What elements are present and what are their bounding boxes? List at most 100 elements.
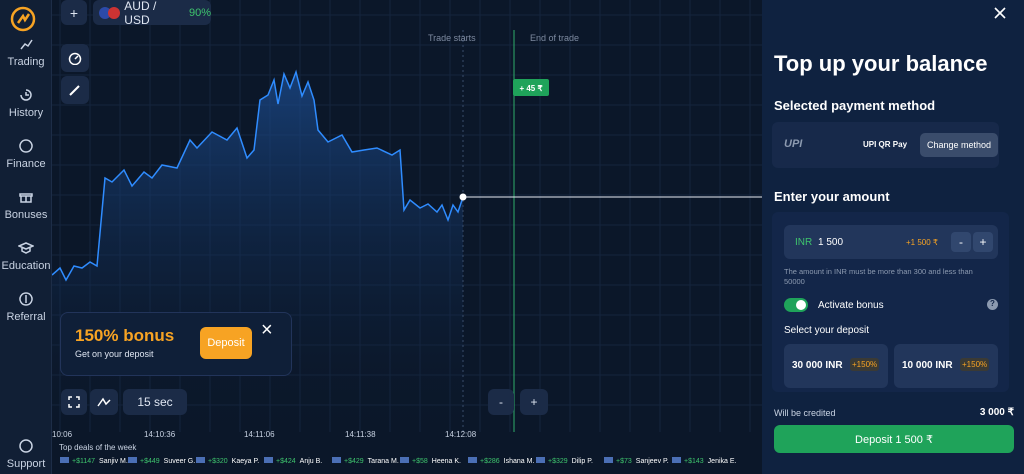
speed-tool[interactable] xyxy=(61,44,89,72)
payout: 90% xyxy=(188,6,211,19)
deal-amount: +$1147 xyxy=(72,458,96,465)
deal[interactable]: +$286 Ishana M. xyxy=(468,457,534,465)
nav-icon xyxy=(18,242,34,254)
time-label: 10:06 xyxy=(52,430,73,439)
deal[interactable]: +$424 Anju B. xyxy=(264,457,322,465)
deal-flag xyxy=(536,457,545,463)
bonus-close[interactable]: × xyxy=(261,319,273,341)
select-deposit: Select your deposit xyxy=(784,325,870,336)
time-label: 14:12:08 xyxy=(445,430,477,439)
deposit-button[interactable]: Deposit 1 500 ₹ xyxy=(774,425,1014,453)
nav-item[interactable]: Bonuses xyxy=(0,189,52,221)
deal[interactable]: +$143 Jenika E. xyxy=(672,457,736,465)
nav-label: Support xyxy=(6,458,46,470)
deal-name: Sanjiv M. xyxy=(99,458,128,465)
nav-item[interactable]: Support xyxy=(0,438,52,470)
deal-amount: +$320 xyxy=(208,458,228,465)
trade-starts: Trade starts xyxy=(428,33,476,43)
deal-flag xyxy=(604,457,613,463)
icon-path xyxy=(20,89,32,101)
nav-icon xyxy=(19,292,33,306)
deal-amount: +$286 xyxy=(480,458,500,465)
amount-card: INR 1 500 +1 500 ₹ - + The amount in INR… xyxy=(772,212,1009,392)
amount-plus[interactable]: + xyxy=(973,232,993,252)
deal[interactable]: +$58 Heena K. xyxy=(400,457,461,465)
deal-flag xyxy=(264,457,273,463)
deal-amount: +$429 xyxy=(344,458,364,465)
amount: 1 500 xyxy=(818,237,844,248)
option-bonus: +150% xyxy=(850,358,880,371)
zoom-in[interactable]: + xyxy=(520,389,548,415)
nav-item[interactable]: Referral xyxy=(0,291,52,323)
icon-path xyxy=(19,193,33,203)
method-heading: Selected payment method xyxy=(774,98,936,113)
option-amount: 30 000 INR xyxy=(792,360,843,371)
deal-flag xyxy=(332,457,341,463)
deposit-option[interactable]: 30 000 INR +150% xyxy=(784,344,888,388)
chart-type[interactable] xyxy=(90,389,118,415)
profit-badge xyxy=(513,79,549,96)
draw-tool[interactable] xyxy=(61,76,89,104)
add-asset[interactable]: + xyxy=(61,0,87,25)
deal-flag xyxy=(672,457,681,463)
deal[interactable]: +$429 Tarana M. xyxy=(332,457,399,465)
price-line xyxy=(52,69,464,282)
chart-area: Trade starts End of trade + 45 ₹ 10:06 14… xyxy=(52,0,762,445)
option-bonus: +150% xyxy=(960,358,990,371)
panel-title: Top up your balance xyxy=(774,51,988,76)
nav-icon xyxy=(20,89,32,101)
change-method[interactable]: Change method xyxy=(920,133,998,157)
bonus-title: 150% bonus xyxy=(75,326,175,345)
help[interactable]: ? xyxy=(987,299,998,310)
credited-label: Will be credited xyxy=(774,408,836,418)
amount-hint: The amount in INR must be more than 300 … xyxy=(784,267,973,286)
pair: AUD / USD xyxy=(124,0,157,27)
bonus-deposit[interactable]: Deposit xyxy=(200,327,252,359)
method-name: UPI QR Pay xyxy=(863,140,908,149)
time-label: 14:10:36 xyxy=(144,430,176,439)
deal[interactable]: +$329 Dilip P. xyxy=(536,457,593,465)
nav-item[interactable]: Trading xyxy=(0,36,52,68)
current-point xyxy=(459,193,467,201)
icon-path xyxy=(19,139,33,153)
topup-panel: Top up your balance Selected payment met… xyxy=(762,0,1024,474)
nav-icon xyxy=(19,439,33,453)
nav-label: Education xyxy=(1,260,51,272)
bonus-toggle[interactable] xyxy=(784,298,808,312)
nav-label: Bonuses xyxy=(4,209,48,221)
deal[interactable]: +$320 Kaeya P. xyxy=(196,457,259,465)
deal[interactable]: +$73 Sanjeev P. xyxy=(604,457,669,465)
currency: INR xyxy=(795,237,813,248)
duration[interactable]: 15 sec xyxy=(123,389,187,415)
deal-flag xyxy=(60,457,69,463)
amount-heading: Enter your amount xyxy=(774,189,890,204)
deal-name: Anju B. xyxy=(299,458,323,465)
icon-path xyxy=(20,39,33,50)
close-panel[interactable] xyxy=(993,6,1007,20)
deal[interactable]: +$1147 Sanjiv M. xyxy=(60,457,128,465)
zoom-out[interactable]: - xyxy=(488,389,514,415)
activate-bonus: Activate bonus xyxy=(818,300,884,311)
nav-label: Finance xyxy=(6,158,46,170)
nav-item[interactable]: History xyxy=(0,87,52,119)
nav-item[interactable]: Education xyxy=(0,240,52,272)
asset-selector[interactable]: AUD / USD 90% xyxy=(93,0,211,27)
deal-name: Dilip P. xyxy=(571,458,593,465)
option-amount: 10 000 INR xyxy=(902,360,953,371)
bonus-card: 150% bonus Get on your deposit Deposit × xyxy=(60,312,292,376)
deal-flag xyxy=(128,457,137,463)
fullscreen[interactable] xyxy=(61,389,87,415)
credited-value: 3 000 ₹ xyxy=(979,407,1014,418)
nav-label: Referral xyxy=(6,311,46,323)
deal-flag xyxy=(400,457,409,463)
nav-item[interactable]: Finance xyxy=(0,138,52,170)
deposit-option[interactable]: 10 000 INR +150% xyxy=(894,344,998,388)
amount-input[interactable]: INR 1 500 +1 500 ₹ - + xyxy=(784,225,998,259)
amount-minus[interactable]: - xyxy=(951,232,971,252)
deal-amount: +$143 xyxy=(684,458,704,465)
deal[interactable]: +$449 Suveer G. xyxy=(128,457,195,465)
nav-icon xyxy=(20,39,33,50)
deal-flag xyxy=(468,457,477,463)
deal-flag xyxy=(196,457,205,463)
